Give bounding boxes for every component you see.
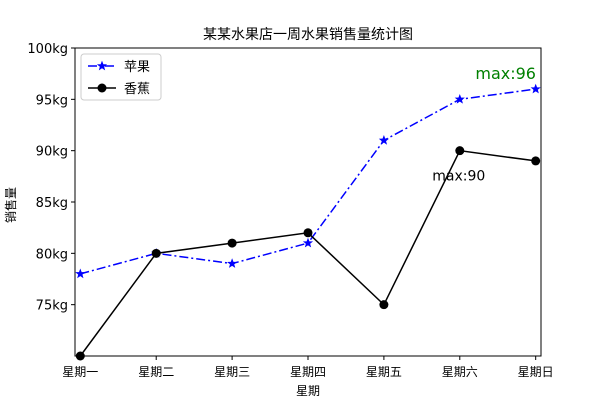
data-point — [75, 268, 86, 279]
y-tick-label: 75kg — [36, 299, 68, 314]
x-tick-label: 星期日 — [518, 365, 554, 379]
y-tick-label: 95kg — [36, 93, 68, 108]
y-tick-label: 80kg — [36, 247, 68, 262]
legend-label: 香蕉 — [124, 82, 150, 97]
max-annotation: max:96 — [475, 64, 536, 83]
chart-title: 某某水果店一周水果销售量统计图 — [203, 27, 413, 43]
max-annotation: max:90 — [432, 169, 485, 185]
data-point — [151, 248, 161, 258]
y-tick-label: 85kg — [36, 196, 68, 211]
x-axis-label: 星期 — [296, 384, 320, 398]
data-point — [454, 93, 465, 104]
data-point — [227, 238, 237, 248]
data-point — [75, 351, 85, 361]
data-point — [455, 146, 465, 156]
y-tick-label: 100kg — [27, 42, 68, 57]
y-axis-label: 销售量 — [3, 187, 18, 223]
x-tick-label: 星期六 — [442, 365, 478, 379]
legend-marker — [97, 83, 107, 93]
data-point — [531, 156, 541, 166]
data-point — [378, 135, 389, 145]
series-2 — [75, 146, 541, 361]
data-point — [302, 237, 314, 248]
data-point — [303, 228, 313, 238]
legend-label: 苹果 — [124, 60, 150, 75]
data-point — [379, 300, 389, 310]
data-point — [530, 83, 541, 94]
x-tick-label: 星期四 — [290, 365, 326, 379]
x-tick-label: 星期一 — [62, 365, 98, 379]
x-tick-label: 星期二 — [138, 365, 174, 379]
x-tick-label: 星期五 — [366, 365, 402, 379]
x-tick-label: 星期三 — [214, 365, 250, 379]
legend-marker — [96, 60, 108, 71]
y-tick-label: 90kg — [36, 145, 68, 160]
plot-area: 星期一 星期二 星期三 星期四 星期五 星期六 星期日 75kg 80kg 85kg 90kg 95k… — [27, 42, 553, 379]
data-point — [227, 258, 238, 268]
